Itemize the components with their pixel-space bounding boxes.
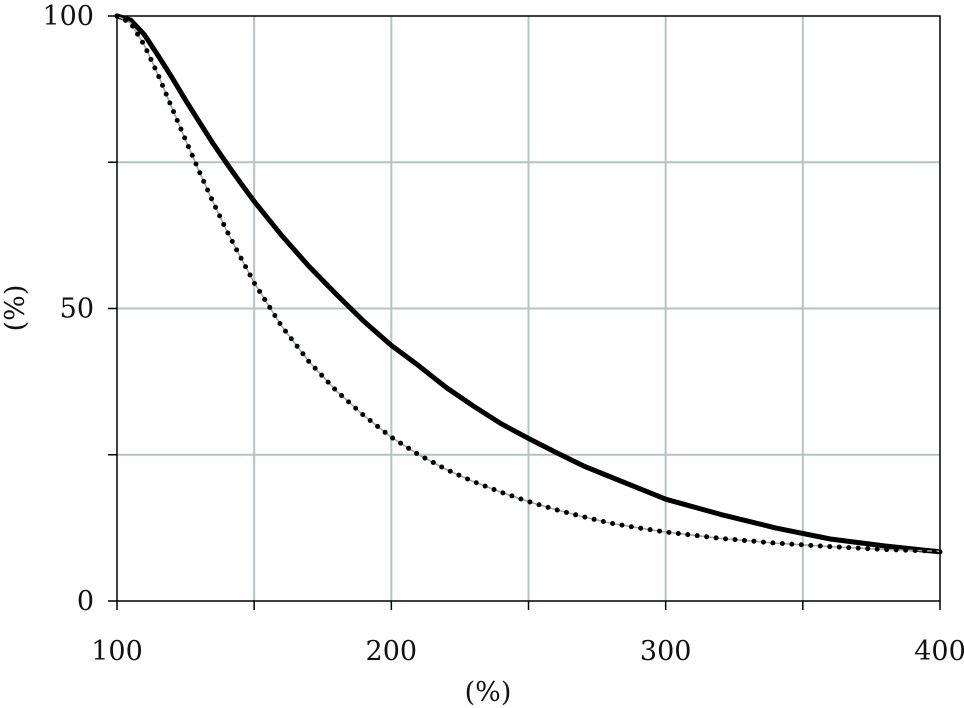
grid xyxy=(117,16,940,601)
axis-ticks xyxy=(108,15,941,610)
x-tick-label: 100 xyxy=(91,636,143,667)
plot-frame xyxy=(116,15,941,602)
y-tick-label: 50 xyxy=(60,294,94,325)
series-lines xyxy=(114,13,943,555)
y-tick-label: 0 xyxy=(77,586,94,617)
x-axis-title: (%) xyxy=(465,677,512,708)
y-axis-title: (%) xyxy=(0,285,31,332)
tick-labels: 100 200 300 400 0 50 100 xyxy=(42,1,964,667)
series-solid-line xyxy=(114,13,943,555)
x-tick-label: 400 xyxy=(914,636,964,667)
x-tick-label: 200 xyxy=(366,636,418,667)
plot-border xyxy=(116,15,941,602)
y-tick-label: 100 xyxy=(42,1,94,32)
series-dotted-line xyxy=(114,13,943,554)
x-tick-label: 300 xyxy=(640,636,692,667)
